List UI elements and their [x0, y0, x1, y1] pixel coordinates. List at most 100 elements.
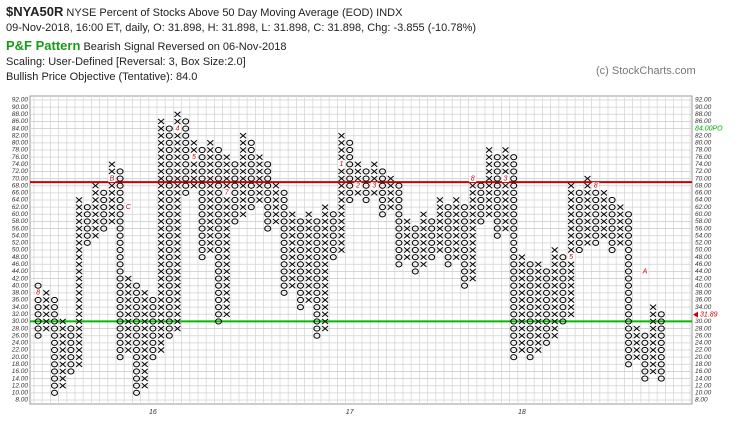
o-box: [83, 218, 91, 225]
o-box: [395, 196, 403, 204]
x-box: [59, 354, 67, 361]
pf-column: [510, 154, 518, 361]
o-box: [165, 289, 173, 296]
o-box: [428, 254, 436, 261]
y-tick-label: 42.00: [12, 275, 29, 282]
o-box: [165, 182, 173, 189]
o-box: [526, 282, 534, 289]
x-box: [584, 182, 591, 189]
x-box: [174, 254, 181, 261]
x-box: [75, 332, 83, 339]
x-box: [141, 289, 149, 296]
x-box: [174, 132, 181, 139]
o-box: [411, 239, 419, 246]
x-box: [206, 147, 214, 153]
x-box: [567, 247, 575, 253]
o-box: [247, 161, 255, 168]
y-tick-label-right: 76.00: [695, 154, 712, 161]
pf-column: [116, 168, 124, 361]
o-box: [411, 261, 419, 268]
o-box: [165, 261, 173, 268]
o-box: [198, 175, 206, 182]
pf-column: [100, 189, 108, 232]
x-box: [584, 211, 591, 218]
o-box: [231, 182, 239, 189]
x-box: [157, 282, 165, 289]
pf-column: [584, 175, 591, 246]
o-box: [215, 225, 222, 232]
x-box: [174, 118, 181, 125]
month-marker-bg: [34, 289, 42, 297]
o-box: [198, 189, 206, 196]
o-box: [198, 204, 206, 211]
x-box: [174, 239, 181, 246]
x-box: [485, 204, 493, 211]
x-box: [518, 297, 526, 303]
month-marker: 2: [355, 183, 360, 190]
x-box: [141, 347, 149, 353]
x-box: [534, 282, 542, 289]
pf-column: [411, 225, 419, 275]
o-box: [362, 175, 370, 182]
o-box: [559, 296, 567, 304]
o-box: [395, 211, 403, 218]
o-box: [215, 182, 222, 189]
o-box: [510, 304, 518, 311]
y-tick-label-right: 68.00: [695, 182, 712, 189]
x-box: [75, 239, 83, 246]
o-box: [231, 211, 239, 218]
pf-column: [420, 211, 427, 268]
y-tick-label-right: 30.00: [695, 318, 712, 325]
o-box: [625, 211, 632, 218]
x-box: [223, 161, 231, 168]
x-box: [92, 182, 99, 189]
x-box: [141, 332, 149, 339]
year-label: 17: [346, 409, 355, 416]
o-box: [395, 218, 403, 225]
o-box: [247, 139, 255, 146]
x-box: [452, 247, 460, 253]
x-box: [502, 147, 509, 153]
o-box: [297, 261, 304, 268]
x-box: [551, 261, 559, 268]
x-box: [174, 311, 181, 318]
x-box: [649, 311, 657, 318]
o-box: [215, 296, 222, 304]
o-box: [165, 232, 173, 239]
o-box: [592, 211, 600, 218]
pf-column: [608, 196, 616, 254]
o-box: [592, 196, 600, 204]
o-box: [510, 196, 518, 204]
x-box: [305, 218, 313, 225]
o-box: [264, 204, 272, 211]
o-box: [231, 189, 239, 196]
x-box: [223, 182, 231, 189]
month-marker: C: [126, 204, 132, 211]
o-box: [165, 175, 173, 182]
o-box: [526, 354, 534, 361]
o-box: [297, 232, 304, 239]
x-box: [354, 161, 362, 168]
o-box: [198, 146, 206, 154]
y-tick-label: 26.00: [11, 332, 29, 339]
x-box: [469, 225, 477, 232]
x-box: [157, 268, 165, 275]
x-box: [600, 211, 608, 218]
x-box: [616, 225, 624, 232]
o-box: [116, 196, 124, 204]
o-box: [543, 325, 550, 332]
x-box: [190, 139, 198, 146]
o-box: [231, 204, 239, 211]
x-box: [75, 339, 83, 346]
o-box: [608, 196, 616, 204]
o-box: [313, 246, 321, 254]
o-box: [182, 154, 190, 161]
y-tick-label: 10.00: [12, 390, 29, 397]
x-box: [59, 375, 67, 382]
pf-column: [305, 211, 313, 303]
x-box: [649, 347, 657, 353]
x-box: [223, 311, 231, 318]
o-box: [493, 225, 501, 232]
x-box: [567, 304, 575, 311]
month-marker: 5: [569, 254, 573, 261]
